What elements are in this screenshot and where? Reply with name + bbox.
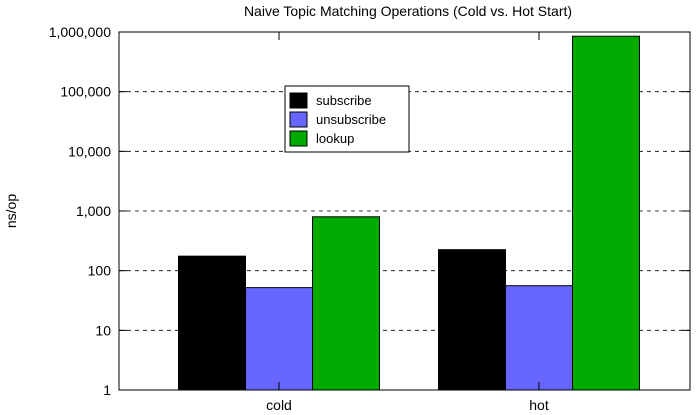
y-tick-label: 10,000 — [68, 143, 111, 159]
y-tick-label: 1,000 — [76, 203, 111, 219]
y-tick-label: 100,000 — [60, 84, 111, 100]
x-tick-label: cold — [266, 397, 292, 413]
legend: subscribe unsubscribe lookup — [284, 85, 410, 153]
bar-unsubscribe-hot — [505, 285, 573, 391]
legend-swatch-subscribe — [289, 92, 308, 109]
bar-subscribe-cold — [178, 255, 246, 391]
bar-unsubscribe-cold — [245, 287, 313, 391]
y-axis: 1 10 100 1,000 10,000 100,000 1,000,000 — [49, 24, 690, 398]
y-tick-label: 10 — [95, 322, 111, 338]
legend-label-subscribe: subscribe — [316, 93, 372, 108]
x-tick-label: hot — [529, 397, 549, 413]
legend-swatch-lookup — [289, 130, 308, 147]
legend-swatch-unsubscribe — [289, 111, 308, 128]
chart-title: Naive Topic Matching Operations (Cold vs… — [244, 3, 572, 19]
y-axis-label: ns/op — [3, 194, 19, 228]
legend-label-lookup: lookup — [316, 131, 354, 146]
bar-subscribe-hot — [438, 249, 506, 391]
bar-lookup-hot — [572, 35, 640, 391]
legend-label-unsubscribe: unsubscribe — [316, 112, 386, 127]
bar-lookup-cold — [312, 216, 380, 391]
y-tick-label: 1,000,000 — [49, 24, 111, 40]
y-tick-label: 100 — [88, 263, 112, 279]
bars — [178, 35, 640, 391]
x-axis: cold hot — [266, 32, 549, 413]
y-tick-label: 1 — [103, 382, 111, 398]
